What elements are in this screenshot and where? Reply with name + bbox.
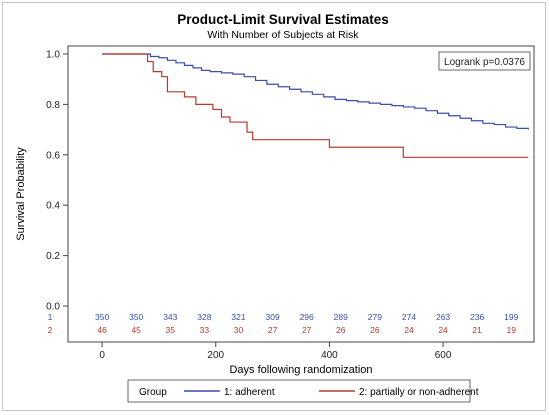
- at-risk-count: 21: [472, 325, 482, 335]
- legend-box: [127, 379, 471, 403]
- chart-subtitle: With Number of Subjects at Risk: [207, 29, 359, 41]
- at-risk-group-label: 2: [48, 325, 53, 335]
- y-axis: 0.0 0.2 0.4 0.6 0.8 1.0: [46, 50, 68, 313]
- at-risk-count: 35: [166, 325, 176, 335]
- at-risk-table: 1 350 350 343 328 321 309 296 289 279 274 263 236 199…: [48, 312, 519, 335]
- at-risk-count: 274: [402, 312, 416, 322]
- y-tick-label: 1.0: [46, 50, 60, 61]
- legend: Group 1: adherent 2: partially or non-adhe…: [127, 379, 479, 403]
- survival-curve-adherent: [102, 53, 529, 130]
- x-tick-label: 400: [321, 350, 338, 361]
- legend-title: Group: [139, 387, 167, 398]
- at-risk-count: 279: [368, 312, 382, 322]
- y-axis-label: Survival Probability: [15, 147, 27, 241]
- survival-curve-non-adherent: [102, 53, 529, 158]
- logrank-annotation: Logrank p=0.0376: [438, 51, 531, 71]
- plot-area: [67, 45, 535, 343]
- at-risk-count: 263: [436, 312, 450, 322]
- at-risk-count: 45: [131, 325, 141, 335]
- at-risk-count: 27: [302, 325, 312, 335]
- legend-item-adherent: 1: adherent: [224, 387, 275, 398]
- at-risk-count: 343: [163, 312, 177, 322]
- at-risk-group-label: 1: [48, 312, 53, 322]
- y-tick-label: 0.0: [46, 302, 60, 313]
- at-risk-count: 33: [200, 325, 210, 335]
- at-risk-count: 199: [504, 312, 518, 322]
- at-risk-count: 27: [268, 325, 278, 335]
- at-risk-count: 321: [231, 312, 245, 322]
- at-risk-count: 24: [438, 325, 448, 335]
- at-risk-count: 350: [95, 312, 109, 322]
- at-risk-count: 309: [265, 312, 279, 322]
- x-axis-label: Days following randomization: [229, 364, 372, 376]
- chart-title: Product-Limit Survival Estimates: [177, 12, 389, 27]
- x-tick-label: 600: [435, 350, 452, 361]
- at-risk-count: 19: [507, 325, 517, 335]
- at-risk-count: 289: [334, 312, 348, 322]
- at-risk-count: 46: [97, 325, 107, 335]
- y-tick-label: 0.6: [46, 150, 60, 161]
- y-tick-label: 0.8: [46, 100, 60, 111]
- legend-item-non-adherent: 2: partially or non-adherent: [359, 387, 479, 398]
- x-tick-label: 200: [207, 350, 224, 361]
- x-axis: 0 200 400 600: [99, 342, 452, 361]
- at-risk-count: 26: [370, 325, 380, 335]
- logrank-text: Logrank p=0.0376: [444, 57, 525, 68]
- at-risk-count: 30: [234, 325, 244, 335]
- series-layer: [102, 53, 529, 158]
- y-tick-label: 0.4: [46, 201, 60, 212]
- at-risk-count: 296: [300, 312, 314, 322]
- at-risk-count: 24: [404, 325, 414, 335]
- at-risk-count: 328: [197, 312, 211, 322]
- at-risk-count: 236: [470, 312, 484, 322]
- x-tick-label: 0: [99, 350, 105, 361]
- y-tick-label: 0.2: [46, 251, 60, 262]
- at-risk-count: 26: [336, 325, 346, 335]
- at-risk-count: 350: [129, 312, 143, 322]
